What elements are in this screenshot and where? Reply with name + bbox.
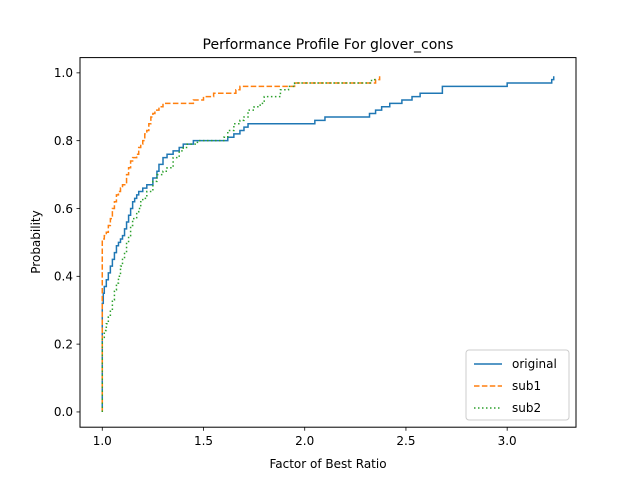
- y-tick-label: 0.6: [54, 202, 73, 216]
- series-line-sub2: [101, 78, 376, 412]
- legend-label-sub2: sub2: [512, 401, 541, 415]
- legend-box: [465, 349, 570, 421]
- plot-frame: [79, 57, 577, 428]
- legend-label-sub1: sub1: [512, 379, 541, 393]
- y-tick-label: 0.2: [54, 337, 73, 351]
- x-tick-label: 3.0: [498, 434, 517, 448]
- x-tick-label: 2.5: [396, 434, 415, 448]
- series-line-original: [101, 76, 555, 412]
- x-tick-label: 1.5: [194, 434, 213, 448]
- y-tick-label: 0.4: [54, 270, 73, 284]
- series-line-sub1: [101, 76, 381, 412]
- y-tick-label: 0.8: [54, 134, 73, 148]
- x-tick-label: 1.0: [93, 434, 112, 448]
- x-axis-ticks: 1.0 1.5 2.0 2.5 3.0: [93, 427, 517, 448]
- legend: original sub1 sub2: [465, 349, 570, 421]
- y-tick-label: 0.0: [54, 405, 73, 419]
- series-layer: [101, 76, 555, 412]
- chart-title: Performance Profile For glover_cons: [203, 37, 454, 53]
- x-axis-label: Factor of Best Ratio: [269, 457, 386, 471]
- y-axis-ticks: 0.0 0.2 0.4 0.6 0.8 1.0: [54, 66, 80, 419]
- y-axis-label: Probability: [29, 210, 43, 273]
- x-tick-label: 2.0: [295, 434, 314, 448]
- y-tick-label: 1.0: [54, 66, 73, 80]
- legend-label-original: original: [512, 357, 557, 371]
